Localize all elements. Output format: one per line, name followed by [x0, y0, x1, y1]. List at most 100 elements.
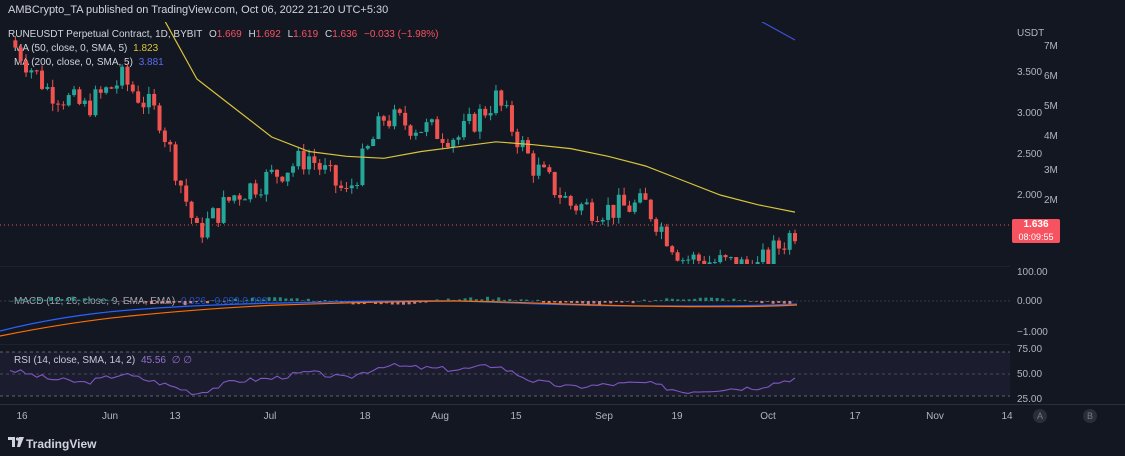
candle-body[interactable]	[472, 113, 477, 132]
candle-body[interactable]	[221, 197, 226, 223]
candle-body[interactable]	[301, 150, 306, 170]
candle-body[interactable]	[445, 142, 450, 147]
candle-body[interactable]	[547, 167, 552, 173]
candle-body[interactable]	[440, 138, 445, 143]
candle-body[interactable]	[291, 166, 296, 173]
candle-body[interactable]	[307, 156, 312, 170]
candle-body[interactable]	[387, 120, 392, 127]
candle-body[interactable]	[627, 205, 632, 212]
candle-body[interactable]	[776, 240, 781, 249]
candle-body[interactable]	[104, 87, 109, 93]
ma200-legend[interactable]: MA (200, close, 0, SMA, 5) 3.881	[14, 57, 164, 68]
candle-body[interactable]	[285, 172, 290, 182]
candle-body[interactable]	[424, 122, 429, 132]
candle-body[interactable]	[72, 89, 77, 96]
candle-body[interactable]	[718, 255, 723, 263]
candle-body[interactable]	[360, 148, 365, 186]
candle-body[interactable]	[237, 195, 242, 200]
candle-body[interactable]	[178, 180, 183, 186]
candle-body[interactable]	[659, 226, 664, 232]
candle-body[interactable]	[13, 40, 18, 48]
candle-body[interactable]	[45, 87, 50, 89]
candle-body[interactable]	[584, 202, 589, 205]
candle-body[interactable]	[525, 140, 530, 154]
candle-body[interactable]	[574, 205, 579, 211]
candle-body[interactable]	[82, 100, 87, 104]
candle-body[interactable]	[253, 183, 258, 195]
candle-body[interactable]	[702, 260, 707, 264]
candle-body[interactable]	[558, 195, 563, 198]
candle-body[interactable]	[40, 70, 45, 89]
candle-body[interactable]	[771, 240, 776, 264]
candle-body[interactable]	[413, 132, 418, 136]
candle-body[interactable]	[600, 219, 605, 222]
candle-body[interactable]	[461, 121, 466, 138]
candle-body[interactable]	[173, 144, 178, 181]
candle-body[interactable]	[114, 85, 119, 89]
candle-body[interactable]	[670, 246, 675, 253]
candle-body[interactable]	[563, 196, 568, 198]
candle-body[interactable]	[365, 146, 370, 149]
candle-body[interactable]	[210, 208, 215, 219]
candle-body[interactable]	[162, 130, 167, 142]
auto-scale-button[interactable]: A	[1033, 409, 1047, 423]
candle-body[interactable]	[606, 204, 611, 220]
candle-body[interactable]	[120, 66, 125, 86]
candle-body[interactable]	[264, 171, 269, 195]
candle-body[interactable]	[248, 183, 253, 200]
candle-body[interactable]	[98, 89, 103, 93]
candle-body[interactable]	[787, 233, 792, 250]
candle-body[interactable]	[515, 131, 520, 148]
candle-body[interactable]	[552, 172, 557, 196]
candle-body[interactable]	[56, 103, 61, 105]
candle-body[interactable]	[312, 156, 317, 163]
candle-body[interactable]	[483, 108, 488, 116]
candle-body[interactable]	[226, 197, 231, 201]
candle-body[interactable]	[130, 84, 135, 92]
candle-body[interactable]	[216, 208, 221, 223]
candle-body[interactable]	[435, 119, 440, 139]
candle-body[interactable]	[712, 262, 717, 264]
candle-body[interactable]	[542, 164, 547, 168]
candle-body[interactable]	[654, 219, 659, 232]
candle-body[interactable]	[696, 254, 701, 261]
candle-body[interactable]	[616, 194, 621, 218]
candle-body[interactable]	[611, 204, 616, 218]
candle-body[interactable]	[194, 217, 199, 223]
candle-body[interactable]	[136, 91, 141, 103]
candle-body[interactable]	[691, 254, 696, 260]
candle-body[interactable]	[728, 257, 733, 259]
candle-body[interactable]	[766, 249, 771, 264]
candle-body[interactable]	[595, 220, 600, 222]
log-scale-button[interactable]: B	[1083, 409, 1097, 423]
candle-body[interactable]	[200, 222, 205, 238]
candle-body[interactable]	[141, 102, 146, 108]
candle-body[interactable]	[34, 70, 39, 72]
candle-body[interactable]	[258, 194, 263, 196]
candle-body[interactable]	[403, 112, 408, 126]
candle-body[interactable]	[723, 255, 728, 258]
candle-body[interactable]	[232, 195, 237, 201]
symbol-legend[interactable]: RUNEUSDT Perpetual Contract, 1D, BYBIT O…	[8, 29, 439, 40]
candle-body[interactable]	[488, 113, 493, 116]
candle-body[interactable]	[419, 131, 424, 133]
rsi-legend[interactable]: RSI (14, close, SMA, 14, 2) 45.56 ∅ ∅	[14, 355, 192, 366]
candle-body[interactable]	[146, 93, 151, 108]
candle-body[interactable]	[739, 259, 744, 264]
candle-body[interactable]	[648, 199, 653, 220]
candle-body[interactable]	[456, 137, 461, 140]
time-axis[interactable]	[0, 404, 1125, 429]
candle-body[interactable]	[509, 105, 514, 132]
candle-body[interactable]	[109, 87, 114, 89]
macd-chart[interactable]	[0, 266, 1010, 344]
candle-body[interactable]	[686, 259, 691, 261]
candle-body[interactable]	[29, 70, 34, 73]
candle-body[interactable]	[707, 262, 712, 264]
rsi-chart[interactable]	[0, 344, 1010, 404]
price-chart[interactable]	[0, 22, 1010, 264]
candle-body[interactable]	[760, 249, 765, 263]
candle-body[interactable]	[408, 125, 413, 136]
candle-body[interactable]	[638, 193, 643, 203]
candle-body[interactable]	[632, 202, 637, 212]
candle-body[interactable]	[339, 185, 344, 188]
